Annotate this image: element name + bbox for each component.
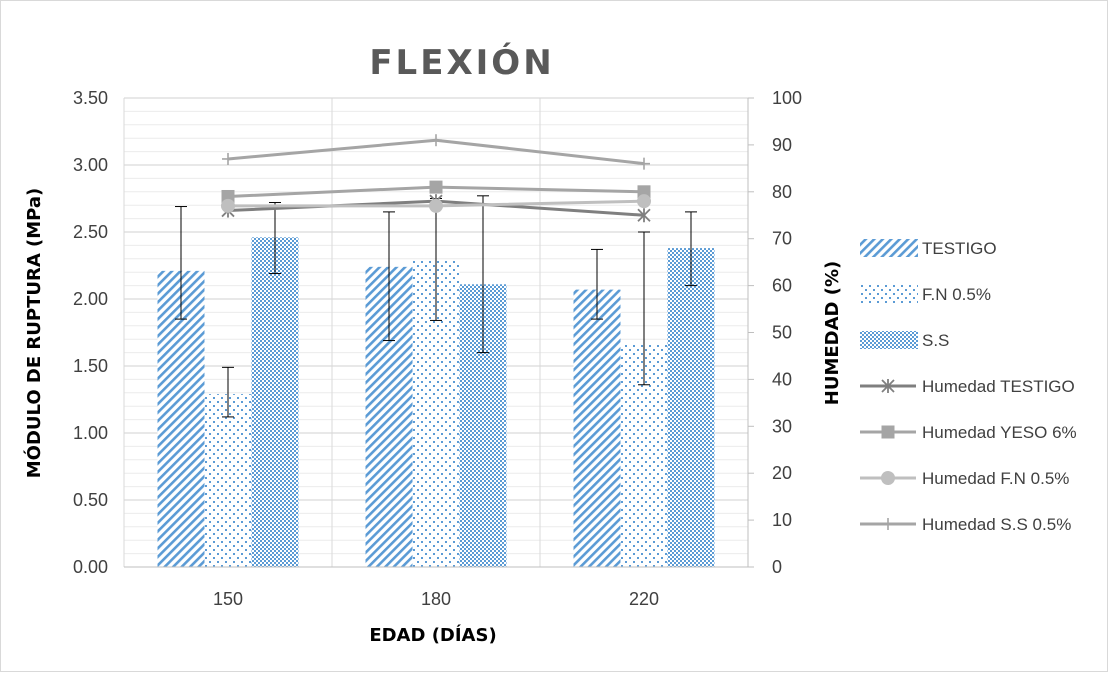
square-marker xyxy=(429,180,443,194)
tick-labels: 0.00 0.50 1.00 1.50 2.00 2.50 3.00 3.50 0 10 20 30 4… xyxy=(73,88,802,609)
x-tick-label: 150 xyxy=(213,589,243,609)
y2-tick-label: 60 xyxy=(772,276,792,296)
y-tick-label: 3.00 xyxy=(73,155,108,175)
bar xyxy=(251,237,299,568)
y-tick-label: 0.50 xyxy=(73,490,108,510)
y-tick-label: 1.50 xyxy=(73,356,108,376)
plus-marker xyxy=(430,134,442,147)
legend-label: S.S xyxy=(922,331,949,350)
y2-tick-label: 10 xyxy=(772,510,792,530)
y-tick-label: 3.50 xyxy=(73,88,108,108)
bar xyxy=(157,270,205,567)
y2-tick-label: 50 xyxy=(772,323,792,343)
x-tick-label: 180 xyxy=(421,589,451,609)
plus-marker xyxy=(638,157,650,170)
legend-label: Humedad S.S 0.5% xyxy=(922,515,1071,534)
line-group xyxy=(221,134,651,223)
legend-swatch xyxy=(860,331,918,349)
bar xyxy=(667,248,715,567)
circle-marker xyxy=(429,198,443,213)
y2-tick-label: 90 xyxy=(772,135,792,155)
circle-marker xyxy=(221,198,235,213)
x-axis-label: EDAD (DÍAS) xyxy=(369,624,496,646)
y-axis-label: MÓDULO DE RUPTURA (MPa) xyxy=(23,188,45,479)
axes xyxy=(124,97,754,568)
legend-label: TESTIGO xyxy=(922,239,997,258)
legend-label: Humedad TESTIGO xyxy=(922,377,1075,396)
asterisk-marker xyxy=(881,379,895,393)
y-tick-label: 2.50 xyxy=(73,222,108,242)
legend-swatch xyxy=(860,285,918,303)
x-tick-label: 220 xyxy=(629,589,659,609)
square-marker xyxy=(881,425,895,439)
asterisk-marker xyxy=(637,208,651,223)
plus-marker xyxy=(882,518,894,530)
y2-axis-label: HUMEDAD (%) xyxy=(822,261,843,405)
bar xyxy=(573,289,621,567)
legend-label: Humedad YESO 6% xyxy=(922,423,1077,442)
circle-marker xyxy=(881,471,895,485)
bar xyxy=(204,394,252,567)
y2-tick-label: 30 xyxy=(772,416,792,436)
y2-tick-label: 80 xyxy=(772,182,792,202)
chart-title: FLEXIÓN xyxy=(369,42,554,83)
y2-tick-label: 70 xyxy=(772,229,792,249)
legend-label: Humedad F.N 0.5% xyxy=(922,469,1069,488)
legend-label: F.N 0.5% xyxy=(922,285,991,304)
y2-tick-label: 100 xyxy=(772,88,802,108)
legend-swatch xyxy=(860,239,918,257)
error-bar-group xyxy=(175,195,697,418)
circle-marker xyxy=(637,194,651,209)
legend: TESTIGO F.N 0.5% S.S Humedad TESTIGO Humedad… xyxy=(860,239,1077,534)
y-tick-label: 2.00 xyxy=(73,289,108,309)
y-tick-label: 0.00 xyxy=(73,557,108,577)
y2-tick-label: 40 xyxy=(772,369,792,389)
plus-marker xyxy=(222,152,234,165)
y2-tick-label: 0 xyxy=(772,557,782,577)
y-tick-label: 1.00 xyxy=(73,423,108,443)
y2-tick-label: 20 xyxy=(772,463,792,483)
